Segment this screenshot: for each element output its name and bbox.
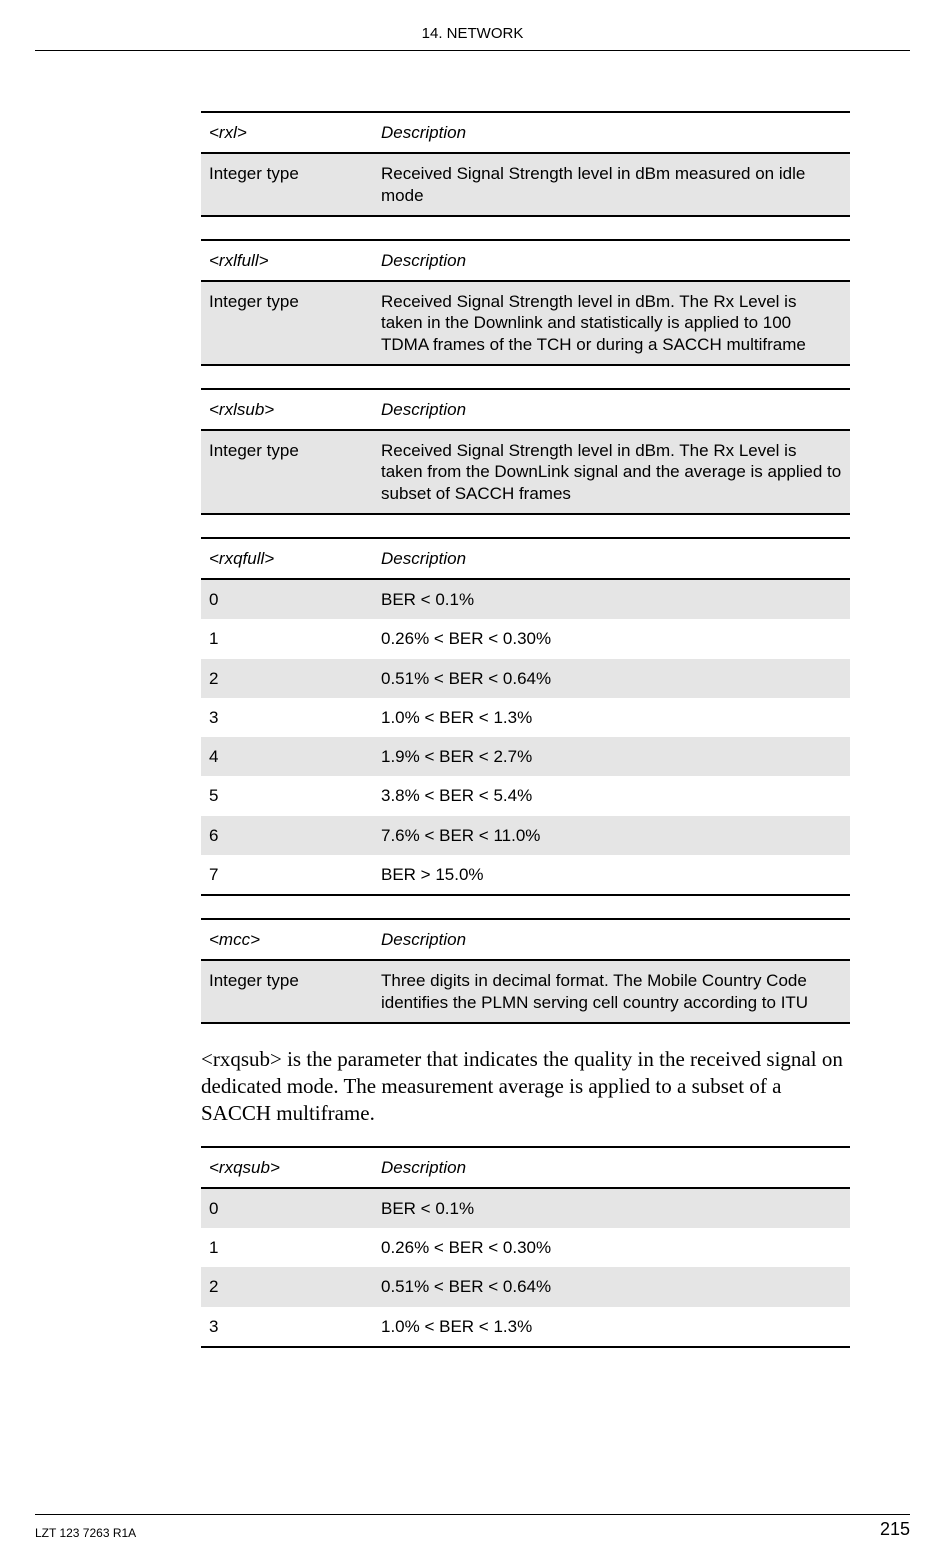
table-header-desc: Description (373, 538, 850, 579)
row-desc: 0.51% < BER < 0.64% (373, 1267, 850, 1306)
table-header-desc: Description (373, 389, 850, 430)
row-desc: BER > 15.0% (373, 855, 850, 895)
row-key: Integer type (201, 281, 373, 365)
row-key: Integer type (201, 430, 373, 514)
table-rxqsub: <rxqsub> Description 0BER < 0.1%10.26% <… (201, 1146, 850, 1348)
row-desc: Three digits in decimal format. The Mobi… (373, 960, 850, 1023)
table-header-param: <rxlfull> (201, 240, 373, 281)
row-desc: 3.8% < BER < 5.4% (373, 776, 850, 815)
row-desc: 7.6% < BER < 11.0% (373, 816, 850, 855)
table-header-desc: Description (373, 240, 850, 281)
table-row: 7BER > 15.0% (201, 855, 850, 895)
page-header: 14. NETWORK (0, 0, 945, 50)
table-header-param: <mcc> (201, 919, 373, 960)
body-paragraph: <rxqsub> is the parameter that indicates… (201, 1046, 850, 1128)
table-row: 10.26% < BER < 0.30% (201, 619, 850, 658)
table-rxl: <rxl> Description Integer typeReceived S… (201, 111, 850, 217)
page-footer: LZT 123 7263 R1A 215 (0, 1514, 945, 1540)
table-row: Integer typeThree digits in decimal form… (201, 960, 850, 1023)
table-row: 20.51% < BER < 0.64% (201, 1267, 850, 1306)
table-header-param: <rxlsub> (201, 389, 373, 430)
table-row: Integer typeReceived Signal Strength lev… (201, 430, 850, 514)
content-area: <rxl> Description Integer typeReceived S… (201, 111, 850, 1348)
table-header-param: <rxl> (201, 112, 373, 153)
table-header-param: <rxqsub> (201, 1147, 373, 1188)
table-row: 53.8% < BER < 5.4% (201, 776, 850, 815)
row-key: 4 (201, 737, 373, 776)
row-key: 1 (201, 1228, 373, 1267)
table-body-rxqfull: 0BER < 0.1%10.26% < BER < 0.30%20.51% < … (201, 579, 850, 895)
row-desc: 1.0% < BER < 1.3% (373, 698, 850, 737)
header-rule (35, 50, 910, 51)
page-number: 215 (880, 1519, 910, 1540)
table-body-rxqsub: 0BER < 0.1%10.26% < BER < 0.30%20.51% < … (201, 1188, 850, 1347)
table-row: 67.6% < BER < 11.0% (201, 816, 850, 855)
table-row: 31.0% < BER < 1.3% (201, 698, 850, 737)
table-row: Integer typeReceived Signal Strength lev… (201, 281, 850, 365)
row-desc: Received Signal Strength level in dBm me… (373, 153, 850, 216)
row-desc: 1.9% < BER < 2.7% (373, 737, 850, 776)
table-row: 31.0% < BER < 1.3% (201, 1307, 850, 1347)
table-header-desc: Description (373, 919, 850, 960)
table-row: 20.51% < BER < 0.64% (201, 659, 850, 698)
table-row: 0BER < 0.1% (201, 579, 850, 619)
row-desc: 0.26% < BER < 0.30% (373, 619, 850, 658)
table-body-rxlsub: Integer typeReceived Signal Strength lev… (201, 430, 850, 514)
row-desc: 1.0% < BER < 1.3% (373, 1307, 850, 1347)
table-mcc: <mcc> Description Integer typeThree digi… (201, 918, 850, 1024)
row-key: 6 (201, 816, 373, 855)
row-key: Integer type (201, 153, 373, 216)
table-header-desc: Description (373, 112, 850, 153)
row-key: 0 (201, 579, 373, 619)
row-key: 1 (201, 619, 373, 658)
table-row: 41.9% < BER < 2.7% (201, 737, 850, 776)
table-rxlfull: <rxlfull> Description Integer typeReceiv… (201, 239, 850, 366)
table-header-desc: Description (373, 1147, 850, 1188)
row-key: 3 (201, 1307, 373, 1347)
row-key: 2 (201, 1267, 373, 1306)
row-desc: BER < 0.1% (373, 579, 850, 619)
row-key: 5 (201, 776, 373, 815)
table-rxlsub: <rxlsub> Description Integer typeReceive… (201, 388, 850, 515)
table-body-rxlfull: Integer typeReceived Signal Strength lev… (201, 281, 850, 365)
row-key: 2 (201, 659, 373, 698)
row-key: 7 (201, 855, 373, 895)
row-desc: 0.26% < BER < 0.30% (373, 1228, 850, 1267)
row-key: Integer type (201, 960, 373, 1023)
table-header-param: <rxqfull> (201, 538, 373, 579)
table-row: 0BER < 0.1% (201, 1188, 850, 1228)
row-key: 3 (201, 698, 373, 737)
row-desc: 0.51% < BER < 0.64% (373, 659, 850, 698)
table-rxqfull: <rxqfull> Description 0BER < 0.1%10.26% … (201, 537, 850, 896)
row-desc: Received Signal Strength level in dBm. T… (373, 281, 850, 365)
footer-doc-id: LZT 123 7263 R1A (35, 1526, 136, 1540)
row-desc: BER < 0.1% (373, 1188, 850, 1228)
table-body-mcc: Integer typeThree digits in decimal form… (201, 960, 850, 1023)
table-row: 10.26% < BER < 0.30% (201, 1228, 850, 1267)
row-desc: Received Signal Strength level in dBm. T… (373, 430, 850, 514)
table-body-rxl: Integer typeReceived Signal Strength lev… (201, 153, 850, 216)
row-key: 0 (201, 1188, 373, 1228)
table-row: Integer typeReceived Signal Strength lev… (201, 153, 850, 216)
